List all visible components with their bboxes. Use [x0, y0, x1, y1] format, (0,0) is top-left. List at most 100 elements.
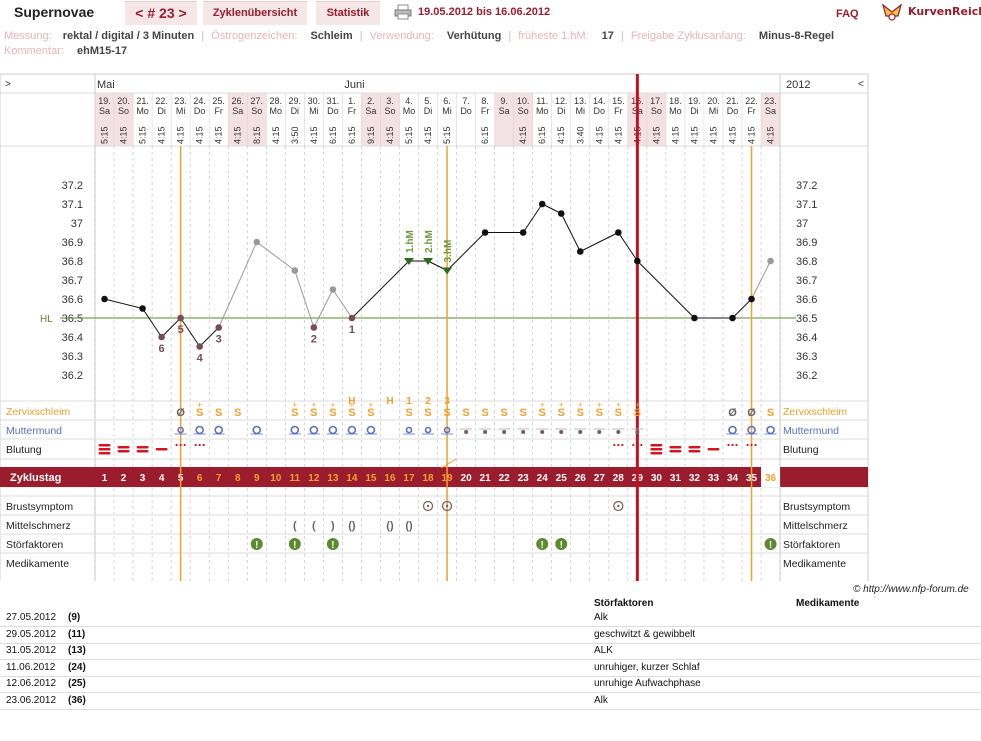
day-weekday: Fr — [614, 106, 623, 116]
day-date: 22. — [155, 96, 168, 106]
cycle-day-number: 15 — [365, 473, 377, 484]
day-time: 4:15 — [613, 126, 623, 144]
note-row: 23.06.2012 (36) Alk — [0, 693, 981, 710]
y-tick-label-right: 37.2 — [796, 180, 817, 192]
zervix-symbol: S — [310, 407, 317, 419]
day-date: 10. — [517, 96, 530, 106]
zervix-plus: + — [349, 400, 354, 410]
day-date: 19. — [688, 96, 701, 106]
y-tick-label-right: 37 — [796, 218, 808, 230]
stoerfaktor-icon-mark: ! — [769, 540, 772, 551]
weekend-shade — [494, 93, 514, 146]
day-weekday: Mi — [176, 106, 186, 116]
low-temp-label: 5 — [178, 324, 184, 336]
day-date: 30. — [308, 96, 321, 106]
cycle-day-number: 33 — [708, 473, 720, 484]
temperature-point — [177, 314, 184, 322]
muttermund-circle — [290, 425, 300, 435]
zervix-symbol: S — [767, 407, 774, 419]
zervix-symbol: S — [500, 407, 507, 419]
blutung-heavy-bar — [650, 444, 663, 447]
temperature-line — [522, 203, 543, 233]
zervix-symbol: S — [234, 407, 241, 419]
note-text: unruhige Aufwachphase — [594, 678, 701, 689]
cycle-day-number: 23 — [518, 473, 530, 484]
cycle-nav-tab[interactable]: < # 23 > — [125, 1, 197, 25]
kurvenreich-logo-icon[interactable] — [880, 2, 904, 22]
mittelschmerz-symbol: () — [405, 520, 413, 532]
cycle-day-number: 18 — [422, 473, 434, 484]
zervix-plus: + — [616, 400, 621, 410]
muttermund-circle — [177, 426, 184, 434]
day-date: 14. — [593, 96, 606, 106]
weekend-shade — [380, 93, 400, 146]
day-date: 9. — [500, 96, 508, 106]
freigabe-label: Freigabe Zyklusanfang: — [630, 30, 746, 42]
weekend-shade — [228, 93, 248, 146]
month-label: Mai — [97, 79, 115, 91]
note-row: 31.05.2012 (13) ALK — [0, 643, 981, 660]
day-weekday: Mi — [576, 106, 586, 116]
note-row: 27.05.2012 (9) Alk — [0, 610, 981, 627]
y-tick-label-right: 36.9 — [796, 237, 817, 249]
row-label-medi: Medikamente — [6, 558, 69, 570]
tab-cycle-overview[interactable]: Zyklenübersicht — [203, 1, 307, 25]
y-tick-label: 36.3 — [62, 351, 83, 363]
day-weekday: Mo — [270, 106, 283, 116]
temperature-line — [580, 232, 619, 252]
printer-icon[interactable] — [394, 4, 412, 20]
muttermund-dot — [483, 430, 488, 434]
day-date: 13. — [574, 96, 587, 106]
peak-marker: 2 — [425, 396, 431, 407]
blutung-spot — [636, 443, 639, 447]
cycle-day-number: 12 — [308, 473, 320, 484]
logo-text[interactable]: KurvenReich — [908, 5, 981, 18]
zervix-symbol: S — [215, 407, 222, 419]
day-time: 5:15 — [442, 126, 452, 144]
day-time: 4:15 — [670, 126, 680, 144]
user-name: Supernovae — [14, 4, 95, 20]
day-date: 1. — [348, 96, 356, 106]
blutung-mid-bar — [669, 446, 682, 449]
muttermund-circle — [424, 426, 432, 434]
blutung-light-bar — [155, 448, 168, 451]
cycle-day-number: 2 — [121, 473, 127, 484]
zervix-plus: + — [635, 400, 640, 410]
prev-nav-icon: > — [5, 79, 11, 90]
higher-measurement-label: 1.hM — [405, 230, 416, 253]
day-date: 22. — [745, 96, 758, 106]
muttermund-circle — [347, 425, 357, 435]
faq-link[interactable]: FAQ — [836, 8, 859, 20]
cycle-day-number: 4 — [159, 473, 165, 484]
day-weekday: Do — [327, 106, 339, 116]
cycle-day-number: 14 — [346, 473, 358, 484]
muttermund-circle — [366, 425, 376, 435]
row-label-brust: Brustsymptom — [6, 501, 73, 513]
month-label: Juni — [344, 79, 364, 91]
cycle-day-number: 20 — [461, 473, 473, 484]
temperature-point — [158, 333, 165, 341]
day-date: 28. — [270, 96, 283, 106]
y-tick-label: 36.6 — [62, 294, 83, 306]
kommentar-value: ehM15-17 — [76, 45, 128, 57]
y-tick-label-right: 36.2 — [796, 370, 817, 382]
day-weekday: Mo — [536, 106, 549, 116]
mittelschmerz-symbol: () — [386, 520, 394, 532]
weekend-shade — [114, 93, 134, 146]
y-tick-label-right: 37.1 — [796, 199, 817, 211]
y-tick-label-right: 36.8 — [796, 256, 817, 268]
note-cycle-day: (13) — [68, 645, 86, 656]
day-weekday: Sa — [99, 106, 110, 116]
blutung-spot — [731, 443, 734, 447]
note-cycle-day: (36) — [68, 694, 86, 706]
temperature-point — [538, 200, 546, 208]
cycle-day-number: 26 — [575, 473, 587, 484]
tab-statistics[interactable]: Statistik — [316, 1, 380, 25]
day-weekday: Mi — [442, 106, 452, 116]
stoerfaktor-icon — [250, 538, 263, 550]
note-cycle-day: (25) — [68, 678, 86, 689]
temperature-point — [615, 229, 622, 236]
day-time: 4:15 — [176, 126, 186, 144]
year-label: 2012 — [786, 79, 810, 91]
